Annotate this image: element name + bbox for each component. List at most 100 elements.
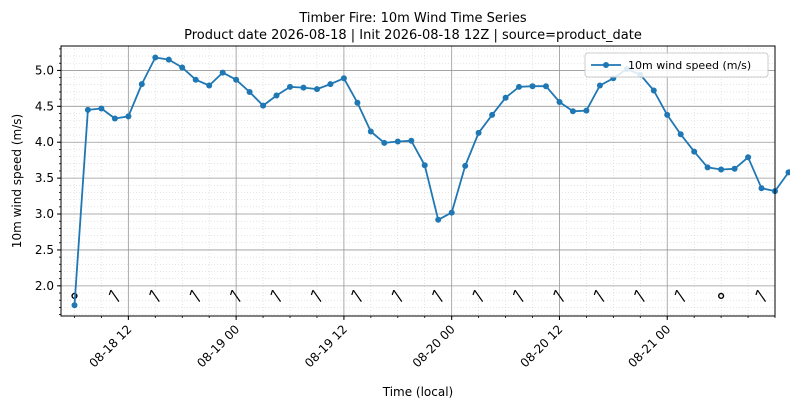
wind-barb	[391, 289, 403, 302]
data-point	[677, 131, 684, 138]
wind-barb	[674, 289, 686, 302]
data-point	[583, 107, 590, 114]
barb-staff	[514, 289, 524, 302]
data-point	[340, 75, 347, 82]
barb-flag	[674, 289, 678, 296]
barb-staff	[150, 289, 160, 302]
legend: 10m wind speed (m/s)	[584, 52, 769, 78]
x-axis-label: Time (local)	[382, 385, 454, 399]
x-tick-label: 08-19 00	[194, 322, 242, 370]
data-point	[731, 165, 738, 172]
wind-barb	[108, 289, 120, 302]
x-axis: 08-18 12 08-19 00 08-19 12 08-20 00 08-20 12…	[74, 316, 776, 370]
legend-label: 10m wind speed (m/s)	[628, 59, 751, 72]
plot-frame	[60, 45, 776, 317]
data-point	[367, 128, 374, 135]
barb-staff	[757, 289, 767, 302]
data-point	[489, 111, 496, 118]
barb-flag	[755, 289, 759, 296]
data-point	[529, 83, 536, 90]
x-tick-label: 08-21 00	[625, 322, 673, 370]
data-point	[704, 164, 711, 171]
barb-staff	[393, 289, 403, 302]
barb-staff	[110, 289, 120, 302]
data-point	[125, 113, 132, 120]
wind-barb	[755, 289, 767, 302]
x-tick-label: 08-20 12	[518, 322, 566, 370]
wind-barb	[310, 289, 322, 302]
barb-staff	[433, 289, 443, 302]
barb-staff	[676, 289, 686, 302]
data-point	[246, 89, 253, 95]
data-point	[71, 302, 78, 309]
data-point	[179, 64, 186, 71]
y-tick-label: 3.5	[35, 171, 54, 185]
wind-barb	[270, 289, 282, 302]
y-tick-label: 4.0	[35, 135, 54, 149]
legend-marker	[603, 62, 609, 68]
data-point	[475, 129, 482, 136]
barb-flag	[189, 289, 193, 296]
barb-flag	[634, 289, 637, 296]
barb-flag	[512, 289, 516, 296]
wind-barb	[512, 289, 524, 302]
data-point	[556, 99, 563, 105]
data-point	[354, 99, 361, 106]
series-layer	[71, 54, 790, 309]
chart-subtitle: Product date 2026-08-18 | Init 2026-08-1…	[184, 28, 642, 43]
data-point	[381, 139, 388, 146]
wind-barb	[229, 289, 241, 302]
data-point	[718, 166, 725, 173]
barb-flag	[432, 289, 435, 296]
data-point	[287, 83, 293, 90]
data-point	[273, 92, 280, 99]
barb-flag	[391, 289, 395, 296]
data-point	[435, 216, 442, 223]
barb-staff	[474, 289, 484, 302]
barb-flag	[108, 289, 112, 296]
data-point	[664, 111, 671, 118]
data-point	[408, 137, 415, 144]
data-point	[300, 84, 307, 91]
data-point	[192, 76, 199, 83]
barb-flag	[553, 289, 557, 296]
barb-staff	[595, 289, 605, 302]
barb-flag	[310, 289, 314, 296]
y-axis: 2.0 2.5 3.0 3.5 4.0 4.5 5.0	[35, 48, 61, 315]
data-point	[233, 76, 240, 83]
data-point	[111, 115, 118, 122]
data-point	[516, 83, 522, 90]
wind-barb	[472, 289, 484, 302]
data-point	[569, 108, 576, 115]
barb-staff	[635, 289, 645, 302]
data-point	[785, 169, 790, 176]
wind-barb	[351, 289, 362, 302]
data-point	[502, 94, 509, 101]
data-point	[84, 106, 91, 113]
data-point	[596, 82, 603, 89]
y-tick-label: 2.5	[35, 243, 54, 257]
x-tick-label: 08-18 12	[86, 322, 134, 370]
data-point	[165, 56, 172, 63]
data-point	[758, 185, 765, 192]
data-point	[219, 69, 226, 76]
barb-staff	[352, 289, 362, 302]
wind-barb	[634, 289, 645, 302]
barb-staff	[272, 289, 282, 302]
data-point	[260, 102, 267, 109]
data-point	[543, 83, 549, 90]
barb-flag	[229, 289, 233, 296]
chart-title: Timber Fire: 10m Wind Time Series	[298, 11, 527, 26]
x-tick-label: 08-19 12	[302, 322, 350, 370]
y-tick-label: 5.0	[35, 63, 54, 77]
barb-flag	[351, 289, 354, 296]
legend-box	[584, 52, 769, 78]
data-point	[421, 162, 428, 169]
data-point	[650, 87, 657, 94]
barb-flag	[270, 289, 274, 296]
wind-barb	[189, 289, 201, 302]
barb-flag	[593, 289, 597, 296]
wind-barb	[432, 289, 443, 302]
wind-barb	[149, 289, 160, 302]
